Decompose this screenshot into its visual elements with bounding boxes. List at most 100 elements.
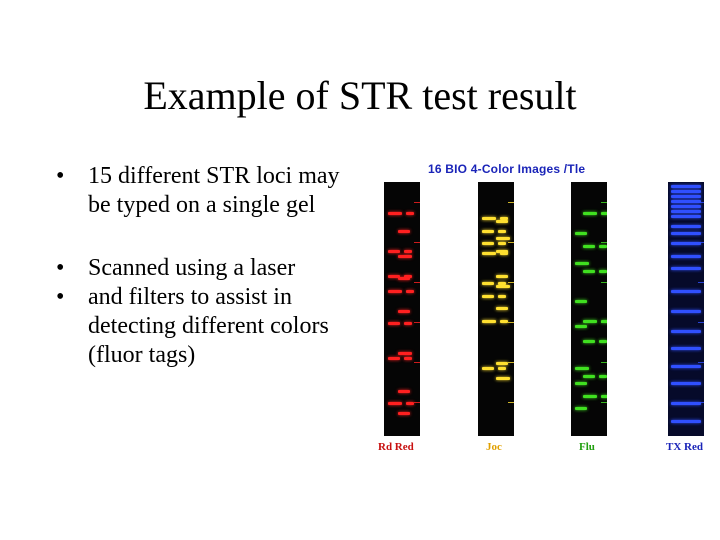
gel-edge-tick <box>698 282 704 283</box>
gel-band <box>583 340 595 343</box>
gel-band <box>575 325 587 328</box>
gel-band <box>599 270 607 273</box>
gel-band <box>671 290 701 293</box>
gel-band <box>498 367 506 370</box>
gel-band <box>496 220 508 223</box>
gel-band <box>671 242 701 245</box>
gel-band <box>671 225 701 228</box>
gel-band <box>671 420 701 423</box>
gel-band <box>496 377 510 380</box>
gel-band <box>398 412 410 415</box>
bullet-item: • and filters to assist in detecting dif… <box>56 283 356 370</box>
gel-band <box>583 245 595 248</box>
gel-band <box>388 357 400 360</box>
gel-band <box>388 275 400 278</box>
slide-title: Example of STR test result <box>143 73 577 118</box>
gel-edge-tick <box>508 402 514 403</box>
gel-band <box>599 340 607 343</box>
bullet-dot: • <box>56 163 65 189</box>
gel-band <box>496 362 508 365</box>
gel-band <box>482 242 494 245</box>
gel-band <box>599 375 607 378</box>
gel-band <box>671 185 701 188</box>
gel-band <box>406 402 414 405</box>
gel-edge-tick <box>601 402 607 403</box>
gel-band <box>583 395 597 398</box>
gel-edge-tick <box>698 322 704 323</box>
gel-band <box>671 310 701 313</box>
gel-band <box>496 275 508 278</box>
gel-band <box>404 357 412 360</box>
gel-band <box>671 232 701 235</box>
gel-edge-tick <box>601 242 607 243</box>
gel-band <box>671 347 701 350</box>
gel-edge-tick <box>601 322 607 323</box>
gel-band <box>388 402 402 405</box>
gel-band <box>404 322 412 325</box>
gel-band <box>388 212 402 215</box>
gel-edge-tick <box>698 362 704 363</box>
bullet-dot: • <box>56 255 65 281</box>
lane-label-txred: TX Red <box>666 441 703 453</box>
gel-band <box>583 375 595 378</box>
gel-band <box>671 382 701 385</box>
gel-band <box>671 365 701 368</box>
gel-figure-caption: 16 BIO 4-Color Images /Tle <box>428 162 586 176</box>
gel-band <box>671 195 701 198</box>
bullet-item: • Scanned using a laser <box>56 254 356 283</box>
gel-edge-tick <box>601 362 607 363</box>
gel-band <box>599 245 607 248</box>
gel-edge-tick <box>414 402 420 403</box>
gel-band <box>482 252 496 255</box>
gel-band <box>398 277 410 280</box>
bullet-text: and filters to assist in detecting diffe… <box>88 284 329 368</box>
gel-band <box>671 210 701 213</box>
gel-band <box>671 402 701 405</box>
gel-band <box>500 217 508 220</box>
lane-label-joe: Joc <box>486 441 502 453</box>
gel-band <box>583 320 597 323</box>
gel-band <box>671 190 701 193</box>
gel-band <box>500 320 508 323</box>
gel-band <box>575 407 587 410</box>
gel-lane-flu <box>571 182 607 436</box>
lane-label-flu: Flu <box>579 441 595 453</box>
gel-lane-txred <box>668 182 704 436</box>
gel-band <box>583 270 595 273</box>
gel-band <box>575 367 589 370</box>
bullet-item: • 15 different STR loci may be typed on … <box>56 162 356 220</box>
gel-band <box>671 200 701 203</box>
gel-edge-tick <box>508 362 514 363</box>
lane-label-red: Rd Red <box>378 441 414 453</box>
gel-edge-tick <box>414 242 420 243</box>
gel-edge-tick <box>698 202 704 203</box>
bullet-text: 15 different STR loci may be typed on a … <box>88 163 340 218</box>
gel-edge-tick <box>414 282 420 283</box>
gel-band <box>496 307 508 310</box>
gel-band <box>575 262 589 265</box>
gel-band <box>496 237 510 240</box>
gel-band <box>496 285 510 288</box>
gel-band <box>406 212 414 215</box>
gel-lane-red <box>384 182 420 436</box>
gel-band <box>498 242 506 245</box>
gel-band <box>575 382 587 385</box>
gel-band <box>671 255 701 258</box>
gel-band <box>406 290 414 293</box>
bullet-text: Scanned using a laser <box>88 255 296 281</box>
gel-band <box>498 282 506 285</box>
gel-band <box>398 352 412 355</box>
gel-edge-tick <box>508 202 514 203</box>
gel-band <box>482 295 494 298</box>
gel-band <box>583 212 597 215</box>
gel-edge-tick <box>698 242 704 243</box>
bullet-list: • 15 different STR loci may be typed on … <box>56 162 356 370</box>
gel-band <box>498 230 506 233</box>
gel-band <box>601 395 607 398</box>
gel-band <box>671 330 701 333</box>
gel-band <box>482 367 494 370</box>
gel-edge-tick <box>414 322 420 323</box>
gel-band <box>388 290 402 293</box>
bullet-dot: • <box>56 284 65 310</box>
gel-band <box>601 320 607 323</box>
